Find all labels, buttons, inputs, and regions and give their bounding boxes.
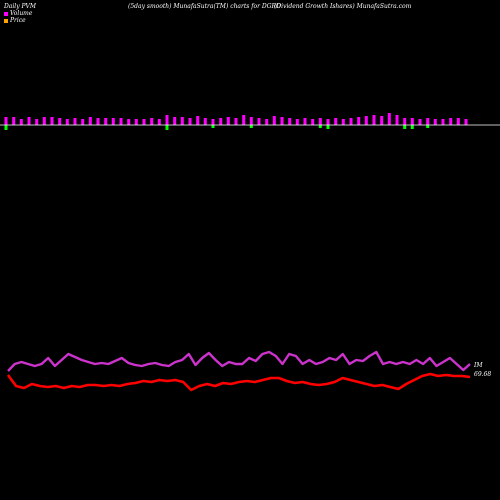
volume-bar-down (318, 125, 322, 128)
volume-bars (4, 113, 468, 130)
volume-bar-up (73, 118, 77, 125)
volume-bar-up (173, 117, 177, 125)
volume-bar-up (364, 116, 368, 125)
volume-bar-up (42, 117, 46, 125)
volume-bar-up (134, 119, 138, 125)
volume-bar-up (88, 117, 92, 125)
volume-bar-down (403, 125, 407, 129)
pvm-line-label: IM (473, 362, 483, 369)
volume-bar-up (81, 119, 85, 125)
legend-label-volume: Volume (10, 10, 33, 17)
volume-bar-down (4, 125, 8, 130)
price-line-label: 69.68 (474, 371, 491, 378)
legend-item-volume: Volume (4, 10, 32, 17)
volume-bar-up (257, 118, 261, 125)
volume-bar-up (211, 119, 215, 125)
volume-bar-up (127, 119, 131, 125)
volume-bar-up (203, 118, 207, 125)
volume-bar-up (303, 118, 307, 125)
volume-bar-up (295, 119, 299, 125)
volume-bar-up (50, 117, 54, 125)
volume-bar-up (111, 118, 115, 125)
volume-bar-down (426, 125, 430, 128)
volume-bar-up (96, 118, 100, 125)
volume-bar-up (249, 117, 253, 125)
price-line (6, 372, 471, 392)
volume-bar-up (403, 118, 407, 125)
legend-label-price: Price (10, 17, 26, 24)
chart-lines (6, 350, 471, 392)
volume-bar-up (311, 119, 315, 125)
volume-bar-down (326, 125, 330, 129)
legend-item-price: Price (4, 17, 32, 24)
volume-bar-up (58, 118, 62, 125)
volume-bar-up (142, 119, 146, 125)
volume-bar-up (418, 119, 422, 125)
volume-bar-down (249, 125, 253, 128)
volume-bar-up (157, 119, 161, 125)
volume-bar-up (326, 119, 330, 125)
volume-bar-up (288, 118, 292, 125)
volume-bar-up (65, 119, 69, 125)
volume-bar-up (188, 118, 192, 125)
volume-bar-down (211, 125, 215, 128)
volume-bar-up (219, 118, 223, 125)
volume-bar-up (349, 118, 353, 125)
volume-bar-up (226, 117, 230, 125)
volume-bar-up (150, 118, 154, 125)
legend-swatch-price (4, 18, 8, 23)
volume-bar-up (104, 118, 108, 125)
volume-bar-up (441, 119, 445, 125)
volume-bar-up (265, 119, 269, 125)
header-right: (Dividend Growth Ishares) MunafaSutra.co… (274, 3, 412, 10)
volume-bar-up (196, 116, 200, 125)
volume-bar-up (410, 118, 414, 125)
volume-bar-up (318, 118, 322, 125)
volume-bar-up (272, 116, 276, 125)
volume-bar-up (19, 119, 23, 125)
volume-bar-down (410, 125, 414, 129)
volume-bar-up (119, 118, 123, 125)
volume-bar-up (165, 115, 169, 125)
volume-bar-up (35, 119, 39, 125)
volume-bar-up (464, 119, 468, 125)
legend-swatch-volume (4, 11, 8, 16)
volume-bar-up (372, 115, 376, 125)
volume-bar-up (234, 118, 238, 125)
volume-bar-up (334, 118, 338, 125)
header-left: Daily PVM (4, 3, 37, 10)
volume-bar-up (4, 117, 8, 125)
volume-bar-up (242, 115, 246, 125)
volume-bar-up (433, 119, 437, 125)
volume-bar-up (395, 115, 399, 125)
volume-bar-up (449, 118, 453, 125)
chart-legend: Volume Price (4, 10, 32, 24)
volume-bar-up (27, 117, 31, 125)
volume-bar-down (165, 125, 169, 130)
volume-bar-up (180, 117, 184, 125)
volume-bar-up (387, 113, 391, 125)
volume-bar-up (357, 117, 361, 125)
volume-bar-up (380, 116, 384, 125)
volume-bar-up (341, 119, 345, 125)
pvm-line (7, 350, 471, 372)
volume-bar-up (456, 118, 460, 125)
header-center: (5day smooth) MunafaSutra(TM) charts for… (128, 3, 281, 10)
volume-bar-up (426, 118, 430, 125)
volume-bar-up (12, 117, 16, 125)
volume-bar-up (280, 117, 284, 125)
